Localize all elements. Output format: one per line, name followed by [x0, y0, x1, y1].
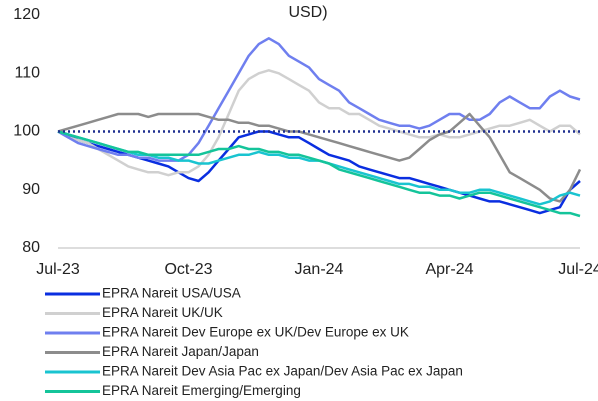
series-line — [57, 37, 581, 162]
x-tick-label: Jul-23 — [36, 261, 80, 278]
x-tick-label: Oct-23 — [164, 261, 212, 278]
y-tick-label: 80 — [22, 239, 40, 256]
legend-label: EPRA Nareit Dev Europe ex UK/Dev Europe … — [102, 325, 409, 340]
x-tick-label: Jan-24 — [295, 261, 344, 278]
series-line — [57, 130, 581, 218]
y-tick-label: 90 — [22, 181, 40, 198]
y-tick-label: 110 — [14, 64, 40, 81]
legend-label: EPRA Nareit USA/USA — [102, 286, 241, 301]
legend-label: EPRA Nareit Dev Asia Pac ex Japan/Dev As… — [102, 364, 463, 379]
series-line — [57, 130, 581, 215]
legend-label: EPRA Nareit Japan/Japan — [102, 344, 259, 359]
series-line — [57, 112, 582, 203]
x-tick-label: Apr-24 — [425, 261, 473, 278]
legend-label: EPRA Nareit UK/UK — [102, 305, 223, 320]
x-tick-label: Jul-24 — [558, 261, 598, 278]
y-tick-label: 120 — [13, 6, 40, 23]
series-line — [57, 69, 581, 177]
chart-title: USD) — [288, 4, 327, 21]
y-tick-label: 100 — [13, 123, 40, 140]
legend-label: EPRA Nareit Emerging/Emerging — [102, 383, 301, 398]
